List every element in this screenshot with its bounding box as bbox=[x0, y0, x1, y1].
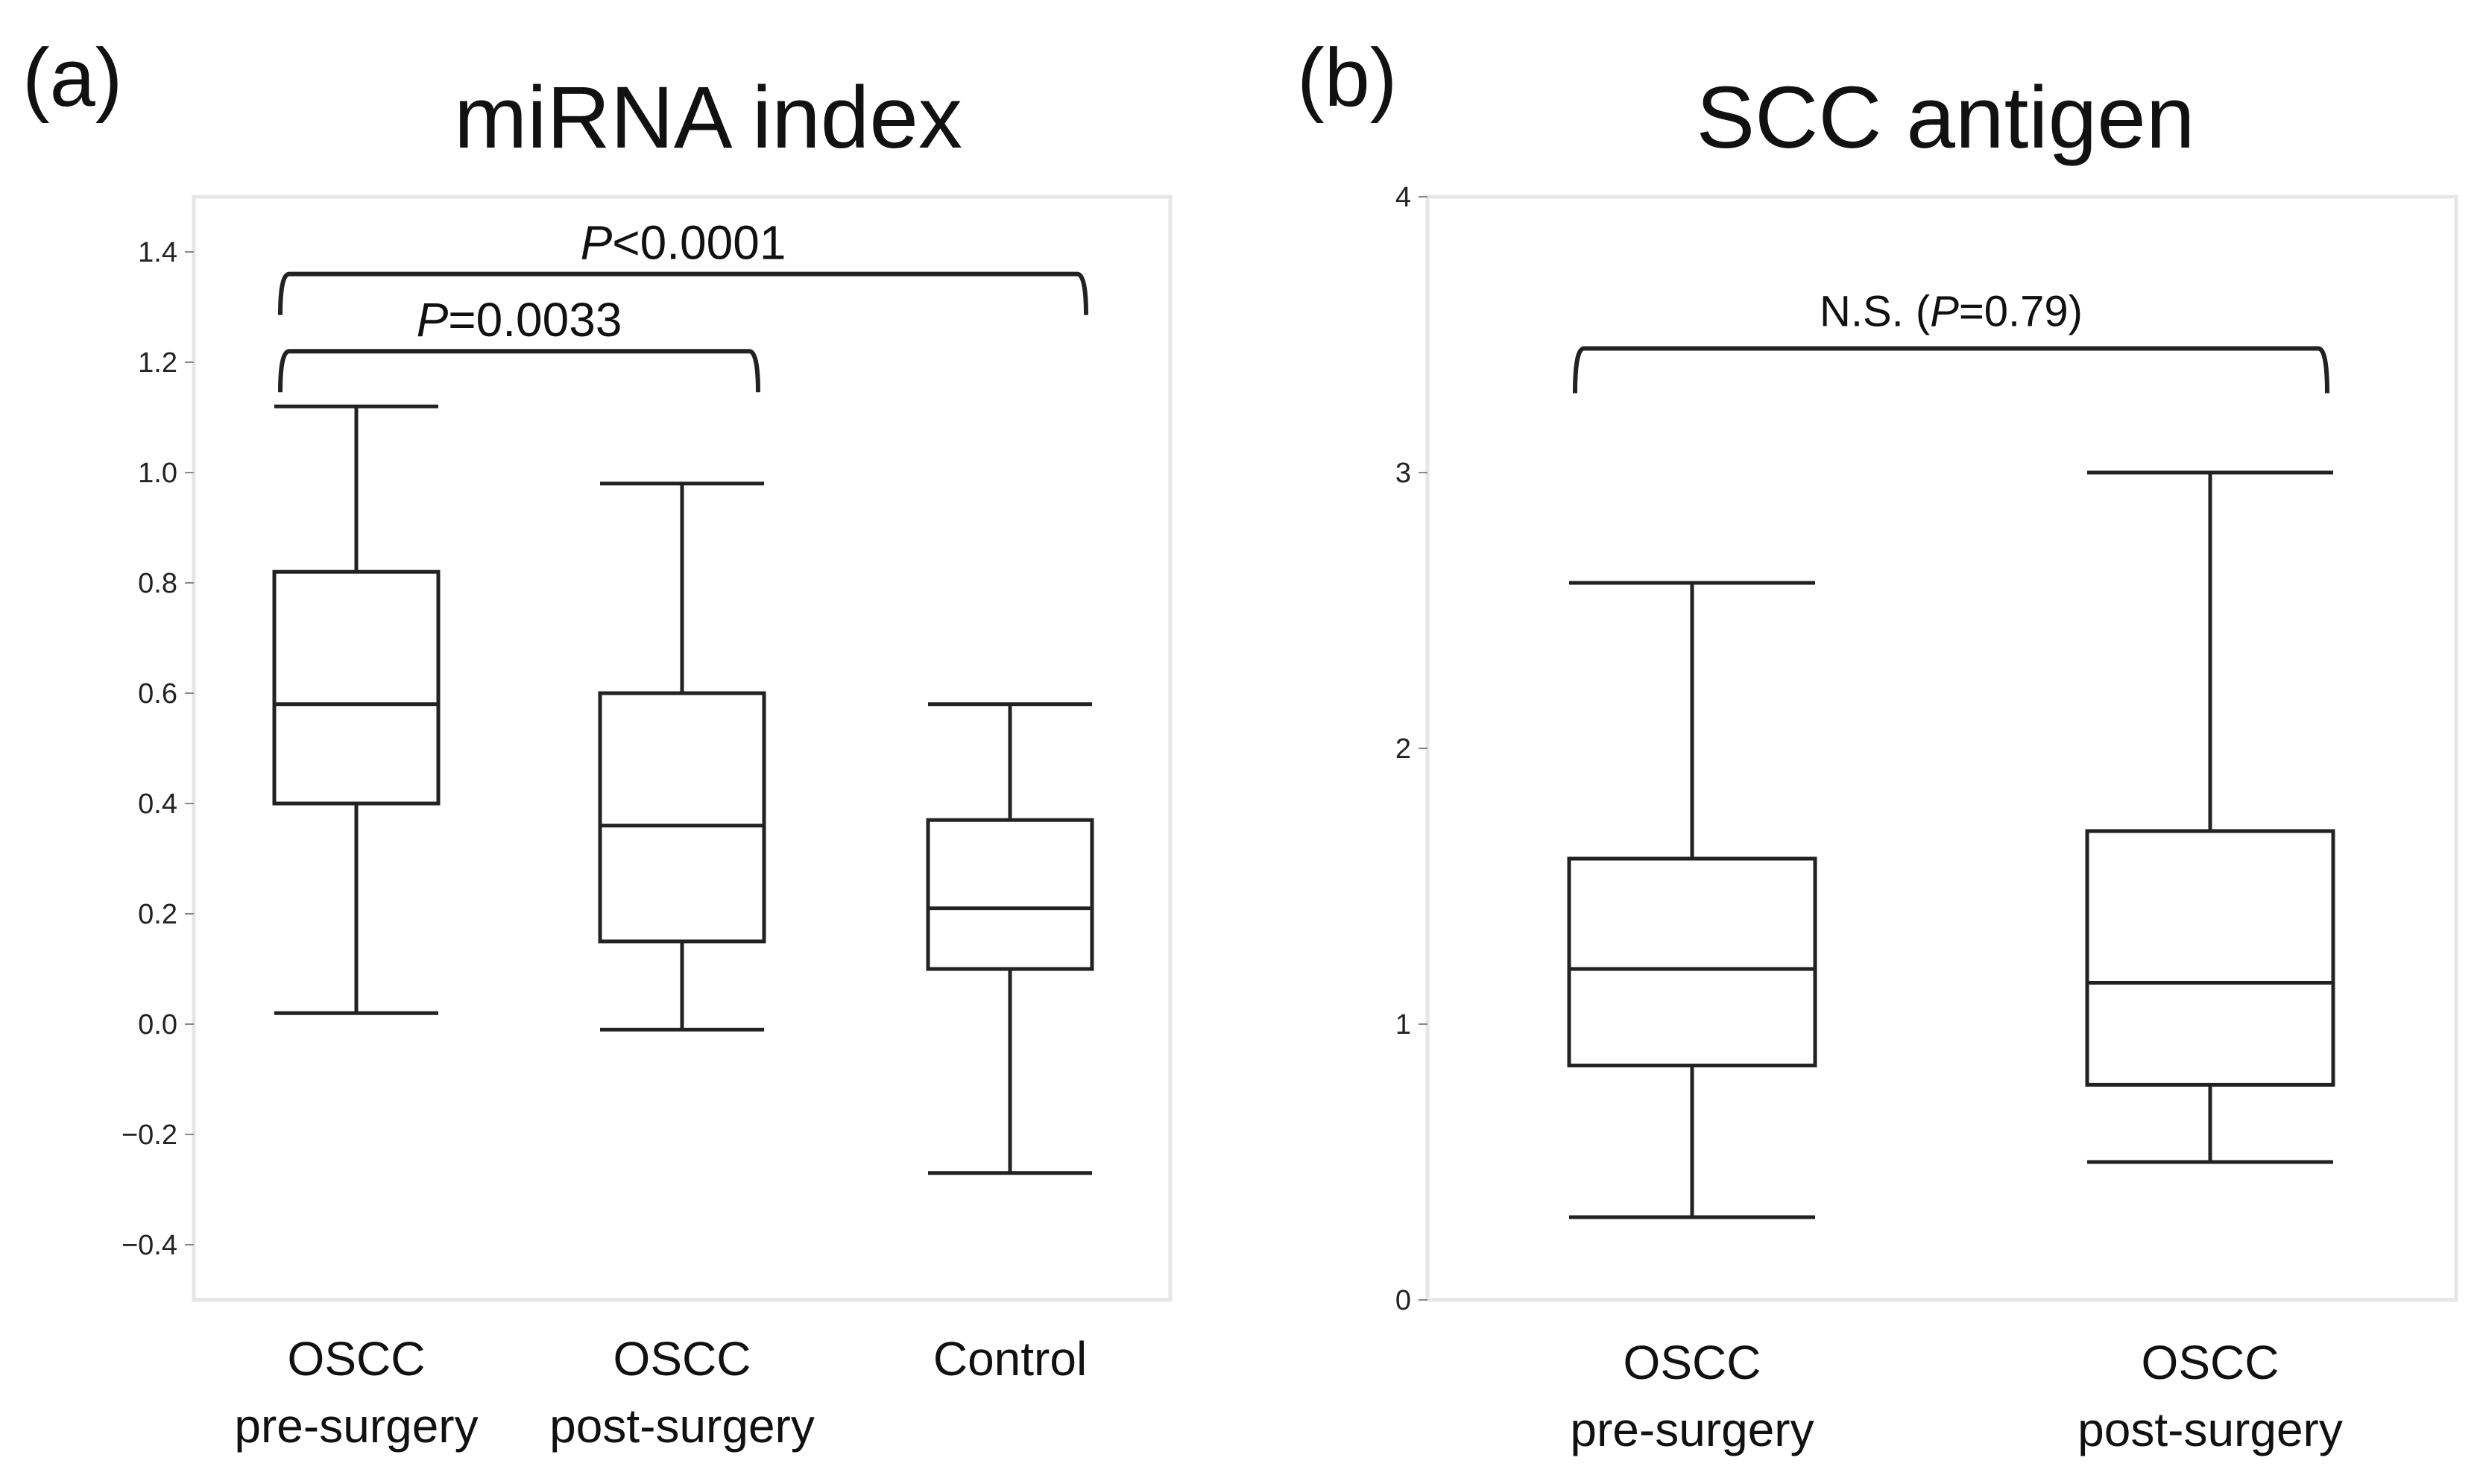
category-sublabel: post-surgery bbox=[549, 1399, 815, 1453]
p-value-label: N.S. (P=0.79) bbox=[1820, 288, 2083, 336]
box-2 bbox=[598, 481, 766, 1032]
y-tick-label: 1.4 bbox=[138, 237, 177, 268]
panel-b-comparisons: N.S. (P=0.79) bbox=[1573, 288, 2329, 394]
y-tick-label: −0.2 bbox=[122, 1120, 177, 1151]
y-tick-label: 1 bbox=[1395, 1009, 1411, 1041]
y-tick-label: 0.6 bbox=[138, 678, 177, 710]
comparison-1: P<0.0001 bbox=[278, 216, 1088, 315]
iqr-box bbox=[2085, 829, 2335, 1087]
box-1 bbox=[1567, 581, 1817, 1219]
y-tick-label: 3 bbox=[1395, 458, 1411, 489]
panel-a-title: miRNA index bbox=[454, 69, 962, 167]
category-label: OSCC bbox=[288, 1332, 426, 1386]
comparison-2: P=0.0033 bbox=[278, 293, 760, 393]
panel-b-x-axis: OSCC pre-surgery OSCC post-surgery bbox=[1570, 1336, 2342, 1456]
panel-a-x-axis: OSCC pre-surgery OSCC post-surgery Control bbox=[234, 1332, 1087, 1453]
y-tick-label: 4 bbox=[1395, 182, 1411, 213]
category-label: OSCC bbox=[1624, 1336, 1761, 1389]
panel-b-plot-frame bbox=[1425, 195, 2458, 1302]
panel-a-plot-frame bbox=[192, 195, 1173, 1302]
comparison-bracket bbox=[278, 271, 1088, 315]
panel-b-boxes bbox=[1567, 470, 2335, 1219]
p-value-label: P=0.0033 bbox=[417, 293, 622, 347]
box-1 bbox=[272, 404, 441, 1015]
box-3 bbox=[926, 702, 1094, 1175]
y-tick-label: 2 bbox=[1395, 733, 1411, 765]
iqr-box bbox=[1567, 856, 1817, 1067]
box-2 bbox=[2085, 470, 2335, 1164]
y-tick-label: −0.4 bbox=[122, 1230, 177, 1261]
y-tick-label: 1.0 bbox=[138, 458, 177, 489]
category-label: OSCC bbox=[613, 1332, 751, 1386]
panel-b-label: (b) bbox=[1297, 32, 1397, 124]
panel-a-boxes bbox=[272, 404, 1094, 1175]
y-tick-label: 0 bbox=[1395, 1285, 1411, 1316]
category-label: Control bbox=[933, 1332, 1087, 1386]
iqr-box bbox=[598, 691, 766, 944]
panel-a-comparisons: P<0.0001 P=0.0033 bbox=[278, 216, 1088, 393]
category-sublabel: post-surgery bbox=[2077, 1403, 2343, 1456]
panel-b: (b) SCC antigen 0 1 2 3 4 N.S. (P=0.79) OSCC… bbox=[1297, 32, 2458, 1456]
panel-a-label: (a) bbox=[22, 32, 122, 124]
y-tick-label: 0.2 bbox=[138, 899, 177, 930]
category-label: OSCC bbox=[2142, 1336, 2279, 1389]
y-tick-label: 1.2 bbox=[138, 347, 177, 379]
comparison-1: N.S. (P=0.79) bbox=[1573, 288, 2329, 394]
y-tick-label: 0.4 bbox=[138, 789, 177, 820]
y-tick-label: 0.8 bbox=[138, 568, 177, 599]
category-sublabel: pre-surgery bbox=[1570, 1403, 1814, 1456]
panel-a-y-axis: −0.4 −0.2 0.0 0.2 0.4 0.6 0.8 1.0 1.2 1.4 bbox=[122, 237, 194, 1261]
iqr-box bbox=[272, 569, 441, 806]
p-value-label: P<0.0001 bbox=[581, 216, 786, 270]
panel-b-y-axis: 0 1 2 3 4 bbox=[1395, 182, 1427, 1316]
category-sublabel: pre-surgery bbox=[234, 1399, 478, 1453]
comparison-bracket bbox=[278, 349, 760, 393]
panel-b-title: SCC antigen bbox=[1696, 69, 2195, 167]
panel-a: (a) miRNA index −0.4 −0.2 0.0 0.2 0.4 0.6 0.8 1… bbox=[22, 32, 1173, 1453]
comparison-bracket bbox=[1573, 346, 2329, 394]
iqr-box bbox=[926, 818, 1094, 971]
y-tick-label: 0.0 bbox=[138, 1009, 177, 1041]
